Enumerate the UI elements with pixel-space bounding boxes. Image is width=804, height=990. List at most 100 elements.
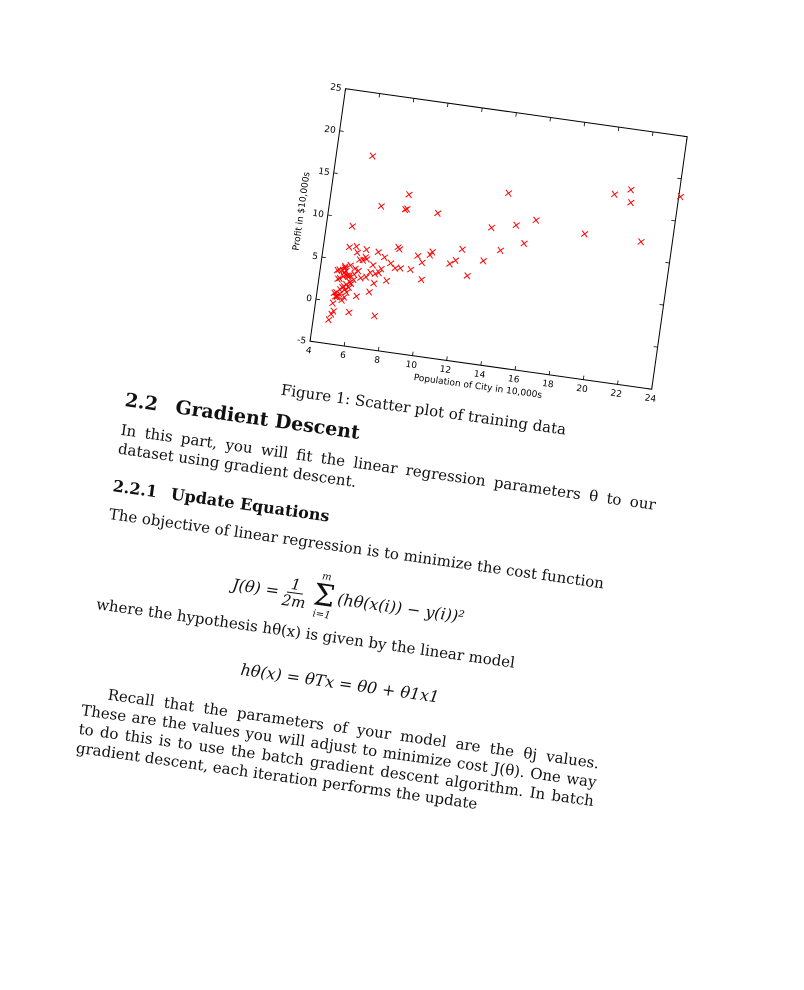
data-point-marker (580, 230, 589, 238)
data-point-marker (345, 278, 354, 287)
scatter-figure: 4 6 8 10 12 14 16 18 20 22 24 -5 0 5 10 15 20 25 Populatio… (250, 76, 688, 429)
data-point-marker (333, 292, 341, 300)
x-tick (514, 366, 516, 371)
section-number: 2.2 (123, 389, 160, 416)
x-tick (446, 356, 448, 361)
data-point-marker (610, 190, 619, 199)
data-point-marker (417, 275, 426, 284)
data-point-marker (382, 277, 391, 285)
x-tick-top (617, 127, 620, 132)
data-point-marker (366, 268, 374, 277)
data-point-marker (479, 257, 488, 265)
data-point-marker (377, 202, 385, 210)
x-tick (480, 361, 482, 366)
x-tick-top (412, 98, 415, 103)
x-tick (377, 346, 380, 351)
eq1-body: (hθ(x(i)) − y(i))² (336, 589, 466, 626)
data-point-marker (340, 293, 348, 301)
y-tick-label: 15 (318, 167, 331, 178)
y-tick-label: 0 (305, 294, 312, 305)
data-point-marker (353, 248, 362, 257)
data-point-marker (487, 223, 496, 232)
data-point-marker (357, 274, 365, 282)
eq1-fraction: 1 2m (280, 575, 309, 612)
data-point-marker (362, 273, 370, 281)
data-point-marker (520, 239, 528, 248)
data-point-marker (345, 243, 354, 251)
y-tick (339, 130, 344, 132)
eq1-sum-bottom: i=1 (311, 608, 332, 622)
data-point-marker (368, 152, 377, 160)
data-point-marker (375, 269, 383, 277)
y-tick-right (683, 135, 688, 138)
data-point-marker (370, 279, 378, 287)
y-tick-label: 20 (323, 125, 336, 137)
data-point-marker (351, 264, 359, 273)
data-point-marker (386, 259, 395, 267)
data-point-marker (446, 260, 454, 268)
data-point-marker (458, 245, 467, 254)
data-point-marker (627, 186, 635, 194)
x-tick (343, 342, 346, 347)
data-point-marker (407, 265, 415, 274)
data-point-marker (346, 261, 355, 270)
eq1-lhs: J(θ) = (231, 574, 281, 600)
data-point-marker (396, 264, 405, 272)
data-point-marker (345, 271, 353, 280)
eq1-sum: m Σ i=1 (310, 571, 338, 621)
data-point-marker (352, 242, 361, 251)
data-point-marker (348, 222, 357, 230)
x-tick (548, 370, 551, 375)
y-tick-label: -5 (296, 335, 306, 346)
x-tick-top (686, 136, 688, 141)
data-point-marker (342, 288, 351, 296)
x-tick-label: 24 (644, 393, 657, 405)
data-point-marker (342, 280, 350, 289)
y-tick-right (677, 177, 682, 180)
y-tick-right (665, 262, 670, 264)
data-point-marker (329, 307, 338, 315)
x-tick (582, 375, 585, 380)
data-point-marker (401, 205, 409, 214)
y-tick (315, 298, 320, 301)
data-point-marker (403, 205, 411, 213)
subsection-number: 2.2.1 (111, 476, 159, 502)
x-tick-label: 16 (507, 374, 520, 386)
x-tick-top (447, 103, 449, 108)
data-point-marker (374, 248, 383, 256)
data-point-marker (391, 264, 399, 272)
data-point-marker (676, 193, 685, 201)
data-point-marker (333, 266, 342, 275)
x-tick (651, 385, 653, 390)
data-point-marker (350, 270, 358, 279)
plot-frame (309, 88, 688, 390)
y-axis-label: Profit in $10,000s (292, 171, 313, 251)
y-tick-label: 25 (329, 83, 342, 94)
eq1-frac-den: 2m (280, 590, 307, 612)
data-point-marker (504, 189, 513, 197)
x-tick (617, 380, 619, 385)
data-point-marker (338, 296, 346, 304)
x-tick-label: 20 (576, 384, 589, 396)
x-tick (412, 351, 414, 356)
y-tick (333, 172, 338, 174)
data-point-marker (341, 264, 349, 272)
data-point-marker (627, 198, 635, 207)
data-point-marker (418, 258, 426, 267)
x-tick-label: 6 (339, 351, 346, 362)
x-tick-label: 4 (305, 346, 312, 357)
data-point-marker (363, 255, 371, 263)
x-tick-label: 14 (473, 369, 486, 381)
x-tick-top (549, 117, 551, 122)
data-point-marker (334, 275, 342, 283)
data-point-marker (405, 190, 413, 199)
data-point-marker (369, 261, 377, 269)
x-tick-label: 18 (541, 379, 554, 391)
data-point-marker (339, 272, 348, 281)
data-point-marker (426, 251, 434, 259)
y-tick (321, 256, 326, 259)
data-point-marker (463, 272, 471, 280)
x-tick-top (344, 88, 346, 93)
data-point-marker (512, 221, 520, 229)
y-tick-right (671, 219, 676, 222)
